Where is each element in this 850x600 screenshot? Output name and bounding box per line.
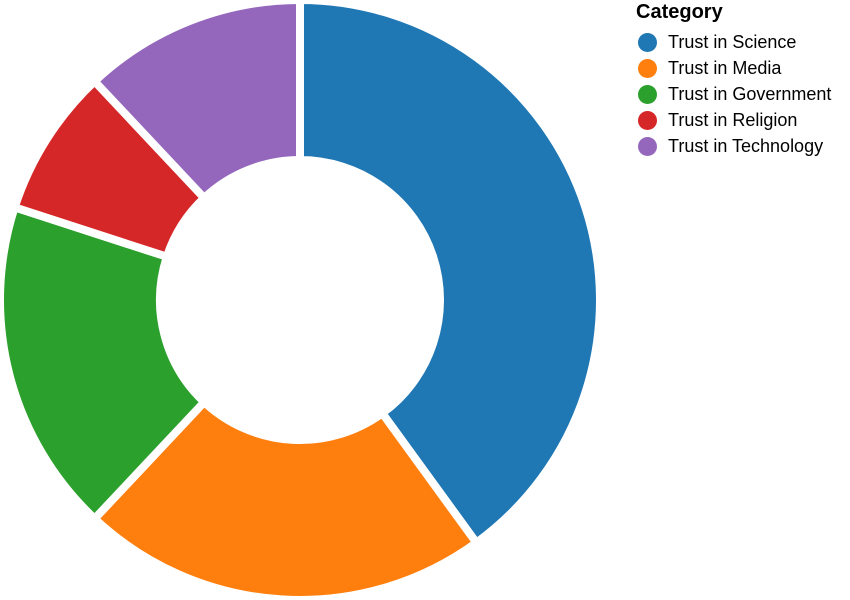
legend-swatch xyxy=(638,58,657,78)
legend-label: Trust in Science xyxy=(668,31,797,52)
legend-label: Trust in Technology xyxy=(668,135,824,156)
legend-title: Category xyxy=(636,1,723,23)
slice-trust-in-technology[interactable] xyxy=(90,0,304,202)
legend-item-trust-in-media[interactable]: Trust in Media xyxy=(636,55,831,81)
legend-swatch xyxy=(638,32,657,52)
slices-layer xyxy=(0,0,600,600)
legend: Category Trust in Science Trust in Media… xyxy=(636,0,831,159)
legend-swatch xyxy=(638,110,657,130)
legend-items: Trust in Science Trust in Media Trust in… xyxy=(636,29,831,159)
legend-item-trust-in-government[interactable]: Trust in Government xyxy=(636,81,831,107)
legend-swatch xyxy=(638,84,657,104)
legend-label: Trust in Media xyxy=(668,57,782,78)
slice-trust-in-media[interactable] xyxy=(90,398,481,600)
legend-item-trust-in-technology[interactable]: Trust in Technology xyxy=(636,133,831,159)
legend-label: Trust in Government xyxy=(668,83,832,104)
slice-trust-in-government[interactable] xyxy=(0,203,209,523)
slice-trust-in-science[interactable] xyxy=(296,0,604,547)
legend-swatch xyxy=(638,136,657,156)
legend-item-trust-in-science[interactable]: Trust in Science xyxy=(636,29,831,55)
legend-item-trust-in-religion[interactable]: Trust in Religion xyxy=(636,107,831,133)
legend-label: Trust in Religion xyxy=(668,109,798,130)
